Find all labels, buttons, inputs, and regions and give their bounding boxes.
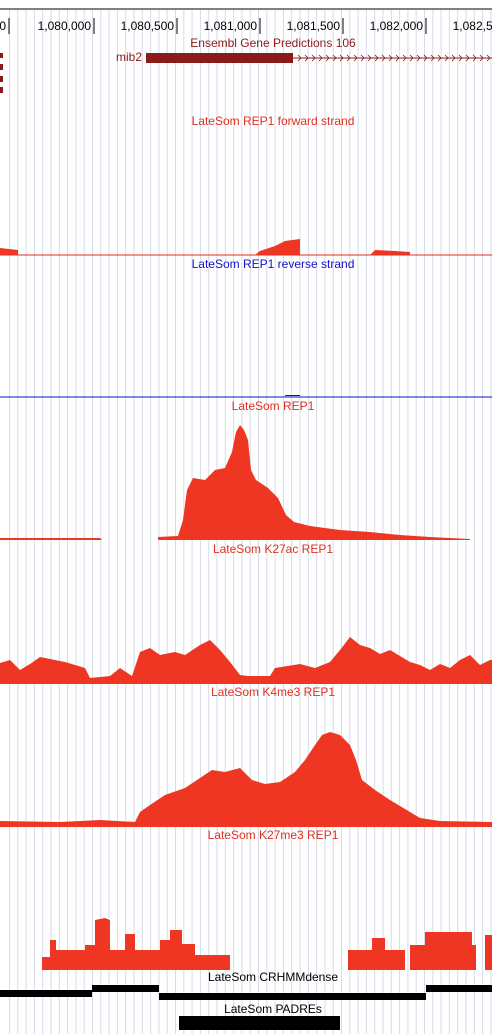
- track-title: LateSom REP1 reverse strand: [192, 257, 355, 271]
- arrow: [472, 54, 477, 62]
- signal: [410, 932, 476, 970]
- arrow: [416, 54, 421, 62]
- strand-arrows: [297, 54, 491, 62]
- ruler-label: 1,080,000: [38, 19, 92, 33]
- gene-stubs: [0, 53, 3, 93]
- track-title: LateSom CRHMMdense: [208, 970, 338, 984]
- arrow: [437, 54, 442, 62]
- arrow: [304, 54, 309, 62]
- signal: [42, 918, 230, 970]
- arrow: [353, 54, 358, 62]
- arrow: [395, 54, 400, 62]
- arrow: [360, 54, 365, 62]
- ruler-label: 1,082,000: [370, 19, 424, 33]
- signal: [0, 425, 470, 540]
- arrow: [381, 54, 386, 62]
- arrow: [374, 54, 379, 62]
- arrow: [402, 54, 407, 62]
- arrow: [479, 54, 484, 62]
- ruler-label: 1,081,000: [204, 19, 258, 33]
- ruler-label: 0: [0, 19, 6, 33]
- arrow: [339, 54, 344, 62]
- track-title: LateSom PADREs: [224, 1002, 322, 1016]
- arrow: [423, 54, 428, 62]
- ruler-label: 1,082,500: [453, 19, 492, 33]
- arrow: [458, 54, 463, 62]
- track-title: LateSom K27me3 REP1: [208, 828, 339, 842]
- signal: [0, 239, 410, 255]
- arrow: [486, 54, 491, 62]
- signal: [0, 732, 492, 827]
- arrow: [465, 54, 470, 62]
- arrow: [444, 54, 449, 62]
- arrow: [430, 54, 435, 62]
- segments: [0, 985, 492, 1000]
- ruler: 0 1,080,000 1,080,500 1,081,000 1,081,500 1,0…: [0, 18, 492, 34]
- track-title: LateSom REP1: [232, 399, 315, 413]
- arrow: [367, 54, 372, 62]
- gene-exon[interactable]: [146, 53, 293, 63]
- signal: [0, 637, 492, 684]
- arrow: [311, 54, 316, 62]
- signal: [485, 935, 492, 970]
- arrow: [332, 54, 337, 62]
- ruler-label: 1,080,500: [121, 19, 175, 33]
- ruler-label: 1,081,500: [287, 19, 341, 33]
- arrow: [409, 54, 414, 62]
- gene-name[interactable]: mib2: [116, 50, 142, 64]
- padre-region[interactable]: [179, 1016, 340, 1030]
- arrow: [297, 54, 302, 62]
- arrow: [346, 54, 351, 62]
- arrow: [388, 54, 393, 62]
- arrow: [325, 54, 330, 62]
- track-title: LateSom K27ac REP1: [213, 542, 333, 556]
- track-title: Ensembl Gene Predictions 106: [190, 36, 356, 50]
- track-title: LateSom K4me3 REP1: [211, 685, 335, 699]
- arrow: [318, 54, 323, 62]
- arrow: [451, 54, 456, 62]
- signal: [348, 938, 405, 970]
- track-title: LateSom REP1 forward strand: [192, 114, 355, 128]
